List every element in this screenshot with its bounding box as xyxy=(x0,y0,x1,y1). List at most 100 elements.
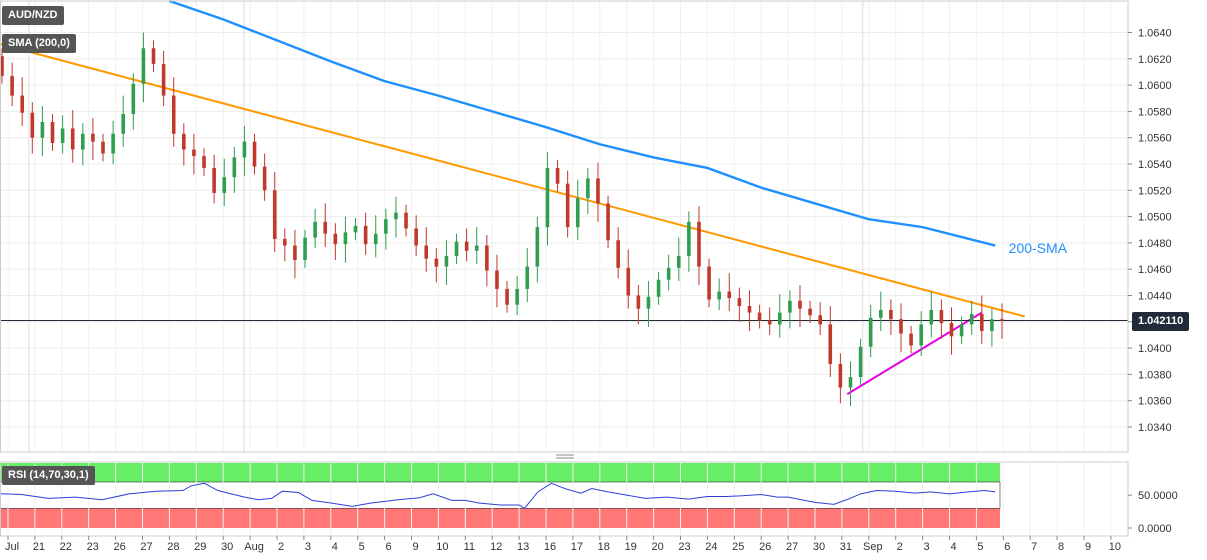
x-tick-label: 6 xyxy=(1004,541,1010,553)
y-tick-label: 1.0380 xyxy=(1138,369,1172,381)
x-tick-label: 12 xyxy=(490,541,502,553)
candle-body xyxy=(586,178,590,199)
candle-body xyxy=(232,157,237,178)
x-tick-label: 30 xyxy=(221,541,233,553)
candle-body xyxy=(767,320,772,325)
candle-body xyxy=(737,298,742,307)
candle-body xyxy=(676,256,681,268)
x-tick-label: 5 xyxy=(977,541,983,553)
y-tick-label: 1.0500 xyxy=(1138,212,1172,224)
x-tick-label: 2 xyxy=(897,541,903,553)
candle-body xyxy=(262,166,267,191)
candle-body xyxy=(889,309,893,320)
candle-body xyxy=(414,228,418,246)
x-tick-label: 26 xyxy=(113,541,125,553)
candle-body xyxy=(353,225,358,233)
annotations: 200-SMA xyxy=(1009,240,1068,256)
candle-body xyxy=(0,56,4,76)
x-tick-label: 30 xyxy=(813,541,825,553)
candle-body xyxy=(606,203,610,241)
candle-body xyxy=(939,309,944,324)
candle-body xyxy=(646,296,651,309)
candle-body xyxy=(474,245,479,251)
candle-body xyxy=(838,363,843,388)
x-tick-label: 21 xyxy=(33,541,45,553)
x-tick-label: 9 xyxy=(1085,541,1091,553)
rsi-zones xyxy=(0,463,1001,528)
rsi-series xyxy=(0,482,996,509)
candle-body xyxy=(666,267,671,280)
sma-200-series xyxy=(169,0,996,247)
x-tick-label: 9 xyxy=(412,541,418,553)
candle-body xyxy=(808,308,812,316)
x-tick-label: 27 xyxy=(786,541,798,553)
rsi-indicator-label: RSI (14,70,30,1) xyxy=(2,466,95,485)
x-tick-label: 11 xyxy=(464,541,475,553)
candle-body xyxy=(707,266,711,300)
candle-body xyxy=(969,313,974,325)
candle-body xyxy=(283,238,287,246)
y-tick-label: 1.0580 xyxy=(1138,106,1172,118)
candle-body xyxy=(293,245,297,260)
x-tick-label: Aug xyxy=(244,541,264,553)
y-tick-label: 1.0340 xyxy=(1138,422,1172,434)
x-tick-label: 24 xyxy=(705,541,717,553)
candle-body xyxy=(111,133,115,154)
y-tick-label: 1.0620 xyxy=(1138,54,1172,66)
candle-body xyxy=(70,128,75,150)
rsi-panel-border xyxy=(0,461,1129,537)
y-tick-label: 1.0600 xyxy=(1138,80,1172,92)
candle-body xyxy=(464,241,469,251)
sma-indicator-label: SMA (200,0) xyxy=(2,34,76,53)
candle-body xyxy=(404,212,408,229)
x-tick-label: 28 xyxy=(167,541,179,553)
candle-body xyxy=(868,317,873,347)
x-tick-label: 19 xyxy=(625,541,637,553)
candles xyxy=(0,32,1004,406)
candle-body xyxy=(717,291,721,300)
x-tick-label: 3 xyxy=(924,541,930,553)
candle-body xyxy=(697,221,701,267)
x-tick-label: 23 xyxy=(678,541,690,553)
candle-body xyxy=(434,258,439,267)
x-tick-label: 26 xyxy=(759,541,771,553)
candle-body xyxy=(454,241,459,257)
rsi-oversold-zone xyxy=(0,508,1000,528)
candle-body xyxy=(525,266,530,289)
x-tick-label: 4 xyxy=(332,541,338,553)
x-tick-label: 27 xyxy=(140,541,152,553)
current-price-label: 1.042110 xyxy=(1132,312,1190,331)
candle-body xyxy=(636,295,641,309)
x-tick-label: 8 xyxy=(1058,541,1064,553)
y-tick-label: 1.0440 xyxy=(1138,291,1172,303)
x-tick-label: 18 xyxy=(598,541,610,553)
candle-body xyxy=(272,190,277,239)
candle-body xyxy=(505,288,509,305)
panel-frame xyxy=(0,0,1129,537)
candle-body xyxy=(222,177,227,193)
candle-body xyxy=(252,141,257,167)
y-tick-label: 1.0360 xyxy=(1138,396,1172,408)
candle-body xyxy=(798,300,802,309)
x-tick-label: 31 xyxy=(840,541,852,553)
x-tick-label: 6 xyxy=(386,541,392,553)
candle-body xyxy=(616,240,620,268)
y-tick-label: 1.0520 xyxy=(1138,185,1172,197)
candle-body xyxy=(565,183,570,228)
main-panel-border xyxy=(0,0,1129,453)
candle-body xyxy=(990,319,994,332)
candle-body xyxy=(394,212,398,220)
x-tick-label: Sep xyxy=(863,541,883,553)
candle-body xyxy=(858,346,863,378)
candle-body xyxy=(151,48,156,65)
x-tick-label: 2 xyxy=(278,541,284,553)
candle-body xyxy=(818,315,822,325)
candle-body xyxy=(485,245,489,271)
candle-body xyxy=(363,225,368,245)
x-tick-label: 17 xyxy=(571,541,583,553)
candle-body xyxy=(323,221,328,234)
x-tick-label: 10 xyxy=(1109,541,1121,553)
candle-body xyxy=(848,377,853,388)
x-tick-label: 7 xyxy=(1031,541,1037,553)
